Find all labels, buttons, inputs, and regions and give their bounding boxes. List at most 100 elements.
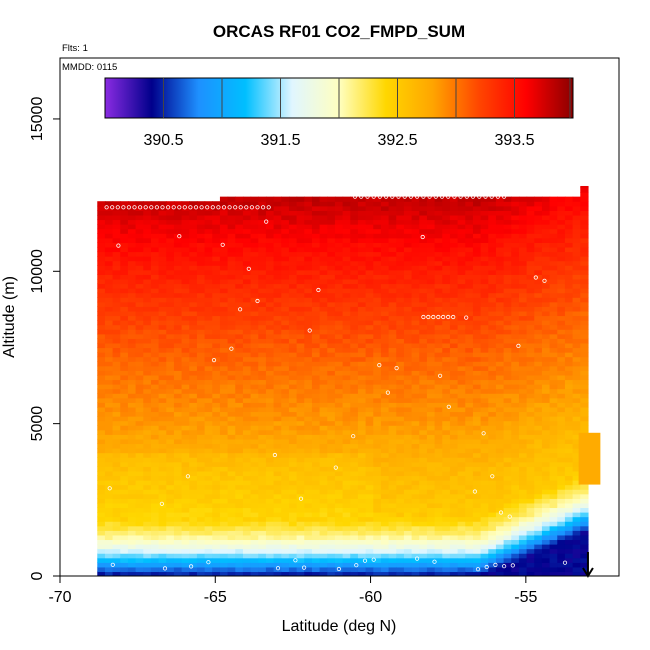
field-cell bbox=[511, 274, 520, 280]
field-cell bbox=[472, 256, 482, 262]
field-cell bbox=[472, 553, 482, 559]
field-cell bbox=[534, 498, 543, 504]
field-cell bbox=[434, 342, 443, 349]
field-cell bbox=[219, 283, 229, 289]
field-cell bbox=[495, 480, 505, 486]
field-cell bbox=[457, 347, 466, 353]
field-cell bbox=[419, 224, 428, 230]
field-cell bbox=[173, 306, 183, 312]
field-cell bbox=[480, 370, 489, 376]
field-cell bbox=[549, 288, 558, 294]
field-cell bbox=[403, 315, 413, 321]
field-cell bbox=[557, 548, 566, 554]
field-cell bbox=[189, 310, 198, 317]
field-cell bbox=[518, 265, 528, 271]
field-cell bbox=[235, 452, 244, 458]
field-cell bbox=[296, 315, 305, 321]
field-cell bbox=[442, 329, 451, 335]
field-cell bbox=[357, 265, 367, 271]
field-cell bbox=[327, 315, 336, 321]
field-cell bbox=[173, 489, 183, 495]
field-cell bbox=[549, 370, 558, 376]
field-cell bbox=[357, 438, 367, 445]
field-cell bbox=[511, 484, 520, 490]
field-cell bbox=[265, 246, 275, 253]
field-cell bbox=[334, 224, 344, 230]
field-cell bbox=[503, 516, 512, 522]
field-cell bbox=[457, 443, 466, 449]
field-cell bbox=[557, 461, 566, 467]
field-cell bbox=[296, 374, 305, 381]
field-cell bbox=[204, 544, 213, 550]
field-cell bbox=[334, 210, 344, 216]
field-cell bbox=[235, 315, 244, 321]
field-cell bbox=[396, 557, 405, 563]
field-cell bbox=[472, 283, 482, 289]
field-cell bbox=[472, 425, 482, 431]
field-cell bbox=[104, 379, 114, 385]
field-cell bbox=[304, 256, 313, 262]
field-cell bbox=[242, 301, 252, 307]
field-cell bbox=[403, 420, 413, 426]
field-cell bbox=[511, 553, 520, 559]
field-cell bbox=[250, 534, 259, 541]
field-cell bbox=[380, 342, 390, 349]
field-cell bbox=[196, 214, 206, 221]
field-cell bbox=[304, 420, 313, 426]
field-cell bbox=[380, 214, 390, 221]
field-cell bbox=[311, 274, 321, 280]
field-cell bbox=[526, 210, 535, 216]
field-cell bbox=[242, 384, 252, 390]
field-cell bbox=[97, 397, 106, 403]
field-cell bbox=[319, 553, 328, 559]
field-cell bbox=[288, 237, 298, 243]
field-cell bbox=[511, 548, 520, 554]
field-cell bbox=[135, 493, 144, 499]
field-cell bbox=[319, 310, 328, 317]
field-cell bbox=[127, 416, 137, 422]
field-cell bbox=[97, 484, 106, 490]
field-cell bbox=[196, 566, 206, 573]
field-cell bbox=[403, 201, 413, 207]
field-cell bbox=[511, 429, 520, 435]
field-cell bbox=[311, 393, 321, 399]
field-cell bbox=[449, 498, 459, 504]
field-cell bbox=[495, 370, 505, 376]
field-cell bbox=[334, 306, 344, 312]
field-cell bbox=[465, 534, 474, 541]
field-cell bbox=[173, 406, 183, 413]
field-cell bbox=[273, 379, 282, 385]
field-cell bbox=[304, 498, 313, 504]
field-cell bbox=[442, 466, 451, 472]
field-cell bbox=[97, 402, 106, 408]
field-cell bbox=[143, 566, 152, 573]
field-cell bbox=[181, 237, 190, 243]
field-cell bbox=[541, 411, 551, 417]
field-cell bbox=[480, 338, 489, 344]
field-cell bbox=[97, 361, 106, 367]
field-cell bbox=[480, 205, 489, 211]
field-cell bbox=[227, 356, 236, 362]
field-cell bbox=[442, 429, 451, 435]
field-cell bbox=[426, 260, 436, 266]
field-cell bbox=[503, 347, 512, 353]
field-cell bbox=[426, 347, 436, 353]
field-cell bbox=[150, 406, 160, 413]
field-cell bbox=[212, 379, 221, 385]
field-cell bbox=[158, 402, 167, 408]
field-cell bbox=[534, 534, 543, 541]
field-cell bbox=[442, 310, 451, 317]
field-cell bbox=[219, 484, 229, 490]
field-cell bbox=[495, 301, 505, 307]
field-cell bbox=[426, 406, 436, 413]
field-cell bbox=[495, 365, 505, 371]
field-cell bbox=[534, 274, 543, 280]
field-cell bbox=[127, 219, 137, 225]
field-cell bbox=[396, 534, 405, 541]
field-cell bbox=[426, 251, 436, 257]
field-cell bbox=[250, 288, 259, 294]
field-cell bbox=[350, 297, 359, 303]
field-cell bbox=[373, 292, 382, 298]
field-cell bbox=[549, 425, 558, 431]
field-cell bbox=[518, 374, 528, 381]
